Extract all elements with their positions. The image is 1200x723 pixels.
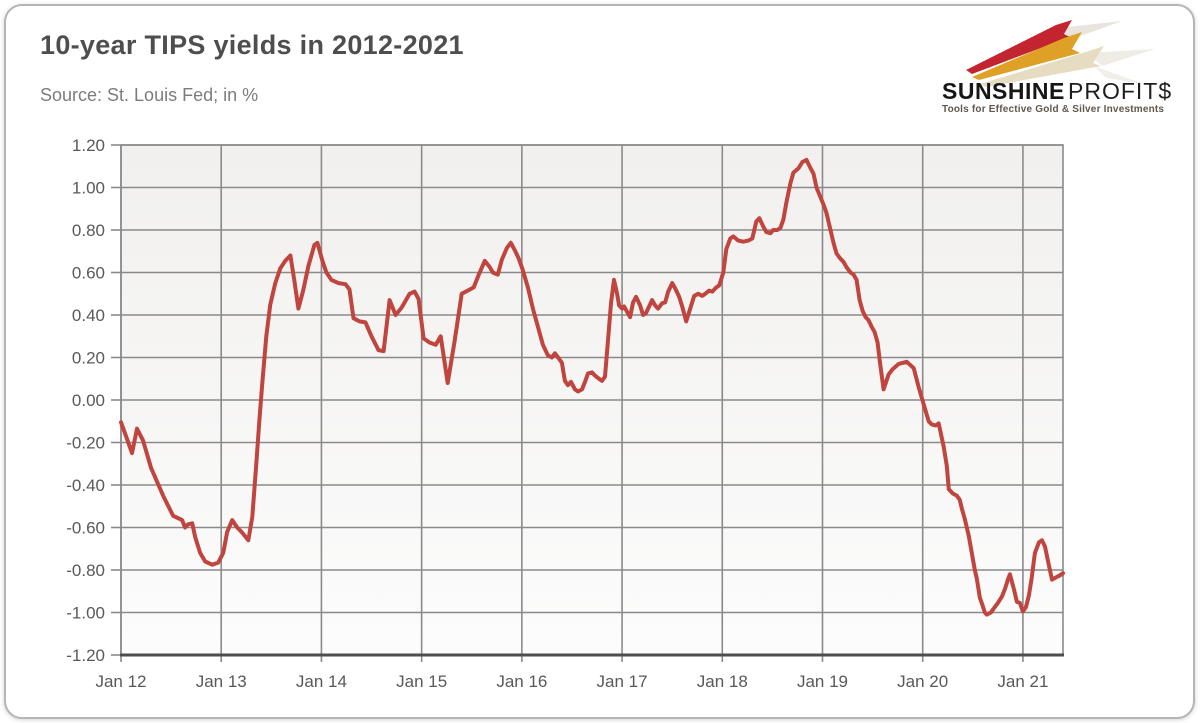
x-axis-label: Jan 13 xyxy=(196,672,247,691)
y-axis-label: -0.40 xyxy=(66,476,105,495)
page-title: 10-year TIPS yields in 2012-2021 xyxy=(40,30,464,60)
x-axis-label: Jan 20 xyxy=(897,672,948,691)
x-axis-label: Jan 14 xyxy=(296,672,347,691)
x-axis-label: Jan 16 xyxy=(496,672,547,691)
y-axis-label: -0.20 xyxy=(66,434,105,453)
x-axis-label: Jan 19 xyxy=(797,672,848,691)
bolt-red-icon xyxy=(966,20,1072,74)
y-axis-label: 0.80 xyxy=(72,221,105,240)
y-axis-label: -0.60 xyxy=(66,519,105,538)
logo-brand-primary: SUNSHINE xyxy=(942,78,1065,104)
bolt-gold-icon xyxy=(972,32,1082,80)
x-axis-label: Jan 12 xyxy=(95,672,146,691)
bolt-shadow-icon xyxy=(1058,21,1122,39)
logo-brand-secondary: PROFIT$ xyxy=(1068,78,1172,104)
y-axis-label: -0.80 xyxy=(66,561,105,580)
bolt-shadow-icon xyxy=(1094,66,1144,84)
y-axis-label: 0.00 xyxy=(72,391,105,410)
x-axis-label: Jan 15 xyxy=(396,672,447,691)
x-axis-label: Jan 21 xyxy=(997,672,1048,691)
bolt-beige-icon xyxy=(980,46,1104,87)
yield-line-series xyxy=(119,157,1065,617)
y-axis-label: 0.60 xyxy=(72,264,105,283)
y-axis-label: 1.00 xyxy=(72,179,105,198)
x-axis-label: Jan 18 xyxy=(697,672,748,691)
source-note: Source: St. Louis Fed; in % xyxy=(40,85,259,105)
y-axis-label: -1.20 xyxy=(66,646,105,665)
y-axis-label: 0.20 xyxy=(72,349,105,368)
y-axis-label: 0.40 xyxy=(72,306,105,325)
sunshine-profits-logo: SUNSHINE PROFIT$ Tools for Effective Gol… xyxy=(942,20,1172,115)
y-axis-label: -1.00 xyxy=(66,604,105,623)
logo-tagline: Tools for Effective Gold & Silver Invest… xyxy=(942,104,1164,115)
x-axis-label: Jan 17 xyxy=(597,672,648,691)
y-axis-label: 1.20 xyxy=(72,136,105,155)
bolt-shadow-icon xyxy=(1088,49,1155,66)
